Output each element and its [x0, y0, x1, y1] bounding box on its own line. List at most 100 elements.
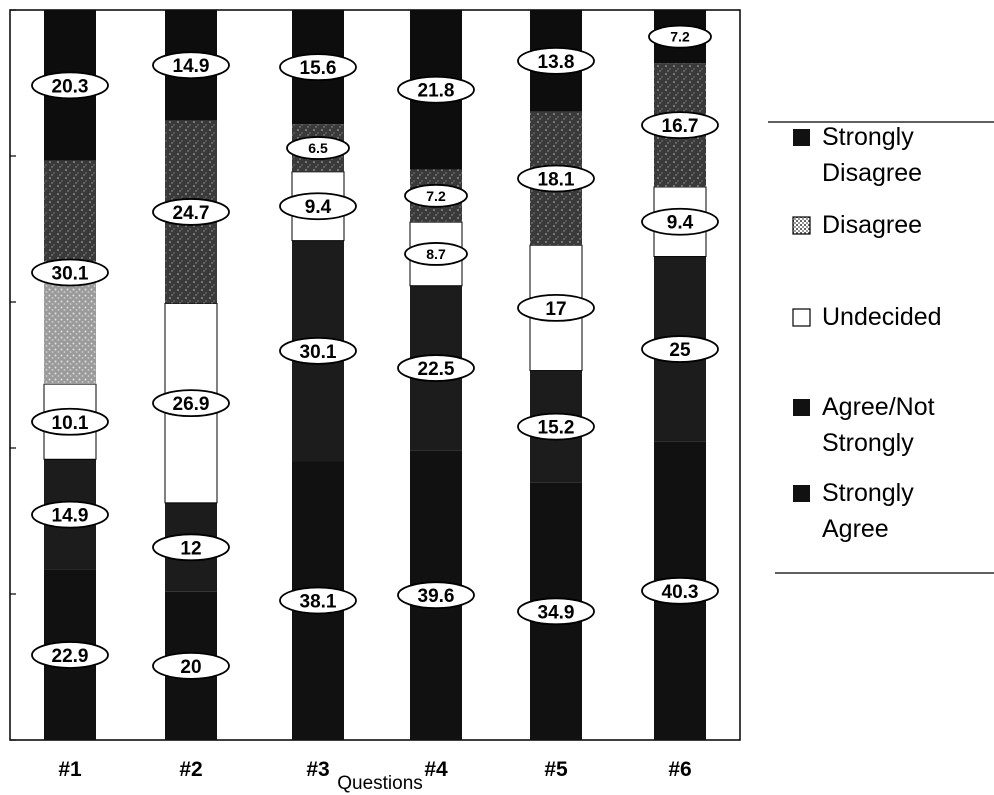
data-label-text: 25: [669, 340, 691, 361]
data-label: 22.5: [397, 354, 475, 382]
y-axis-ticks: [10, 9, 16, 741]
data-label-oval: [517, 164, 595, 193]
legend-label: Undecided: [822, 303, 942, 331]
data-label: 14.9: [152, 51, 230, 80]
legend-label: Strongly: [822, 479, 914, 507]
data-label: 10.1: [31, 407, 109, 436]
data-label-oval: [397, 354, 475, 382]
data-label-text: 7.2: [426, 188, 446, 204]
data-label: 21.8: [397, 75, 475, 104]
data-label-oval: [152, 51, 230, 80]
data-label-text: 22.5: [418, 359, 455, 380]
data-label-text: 38.1: [300, 592, 337, 613]
data-label-text: 30.1: [52, 264, 89, 285]
data-label-oval: [641, 576, 719, 605]
legend-swatch: [792, 308, 811, 327]
data-label: 22.9: [31, 641, 109, 669]
data-label: 9.4: [641, 207, 719, 236]
data-label: 15.6: [279, 53, 357, 82]
legend-label: Disagree: [822, 159, 922, 187]
data-label: 34.9: [517, 597, 595, 626]
data-label-text: 34.9: [538, 602, 575, 623]
data-label: 9.4: [279, 192, 357, 221]
x-axis-title: Questions: [337, 773, 423, 794]
legend: Strongly Disagree Disagree Undecided Agree/N…: [768, 121, 994, 574]
legend-label: Agree/Not: [822, 393, 935, 421]
data-label-text: 21.8: [418, 81, 455, 102]
data-label: 14.9: [31, 500, 109, 529]
data-label-text: 8.7: [426, 246, 446, 262]
data-label-oval: [397, 581, 475, 610]
data-label-oval: [279, 53, 357, 82]
legend-swatch: [792, 216, 811, 235]
data-label-text: 9.4: [667, 213, 694, 234]
data-label-text: 15.6: [300, 58, 337, 79]
x-tick-label: #1: [58, 758, 82, 781]
data-label: 30.1: [279, 336, 357, 365]
data-label-text: 6.5: [308, 140, 328, 156]
data-label-oval: [152, 198, 230, 226]
data-label: 17: [517, 293, 595, 322]
data-label-oval: [31, 71, 109, 100]
data-label: 26.9: [152, 389, 230, 418]
legend-swatch: [793, 399, 810, 416]
data-label-oval: [31, 258, 109, 287]
data-label-oval: [152, 651, 230, 680]
x-tick-label: #3: [306, 758, 329, 781]
data-label-oval: [648, 24, 712, 49]
data-label-text: 26.9: [173, 394, 210, 415]
x-tick-label: #2: [179, 758, 202, 781]
data-label-text: 16.7: [662, 116, 699, 137]
data-label: 40.3: [641, 576, 719, 605]
legend-swatch: [793, 129, 810, 146]
legend-label: Strongly: [822, 123, 914, 151]
legend-entry: Strongly Agree: [793, 479, 914, 543]
data-label: 18.1: [517, 164, 595, 193]
data-label-oval: [517, 46, 595, 75]
legend-label: Strongly: [822, 429, 914, 457]
x-tick-label: #6: [668, 758, 691, 781]
data-label-oval: [279, 192, 357, 221]
data-label: 38.1: [279, 586, 357, 615]
data-label-oval: [517, 412, 595, 441]
data-label-text: 20.3: [52, 76, 89, 97]
data-label-oval: [641, 207, 719, 236]
data-label: 39.6: [397, 581, 475, 610]
legend-entry: Agree/Not Strongly: [793, 393, 935, 457]
data-label-oval: [641, 335, 719, 363]
data-label: 12: [152, 533, 230, 562]
data-label-oval: [279, 586, 357, 615]
data-label-oval: [404, 242, 468, 266]
data-label-text: 13.8: [538, 52, 575, 73]
data-label: 15.2: [517, 412, 595, 441]
x-axis-tick-labels: #1 #2 #3 #4 #5 #6: [58, 758, 691, 781]
segment-labels: 22.9 14.9 10.1 30.1 20.3 20 12 26.9 24.7 14.9 38.1…: [31, 24, 719, 680]
data-label-oval: [152, 389, 230, 418]
x-tick-label: #5: [544, 758, 568, 781]
data-label-text: 39.6: [418, 586, 455, 607]
bars: [43, 10, 707, 740]
data-label: 7.2: [404, 183, 468, 208]
data-label-oval: [286, 136, 350, 160]
data-label: 8.7: [404, 242, 468, 266]
data-label: 20: [152, 651, 230, 680]
data-label-text: 14.9: [52, 506, 89, 527]
data-label-oval: [517, 293, 595, 322]
legend-entry: Disagree: [792, 211, 922, 239]
data-label-text: 20: [180, 657, 201, 678]
data-label-oval: [404, 183, 468, 208]
data-label-text: 7.2: [670, 29, 690, 45]
data-label: 6.5: [286, 136, 350, 160]
data-label-text: 10.1: [52, 413, 89, 434]
data-label-oval: [641, 111, 719, 140]
legend-entry: Strongly Disagree: [793, 123, 922, 187]
data-label-text: 30.1: [300, 342, 337, 363]
legend-entry: Undecided: [792, 303, 942, 331]
data-label-text: 18.1: [538, 169, 575, 190]
data-label: 30.1: [31, 258, 109, 287]
data-label-text: 12: [180, 538, 201, 559]
data-label-oval: [279, 336, 357, 365]
data-label-oval: [517, 597, 595, 626]
data-label-oval: [152, 533, 230, 562]
